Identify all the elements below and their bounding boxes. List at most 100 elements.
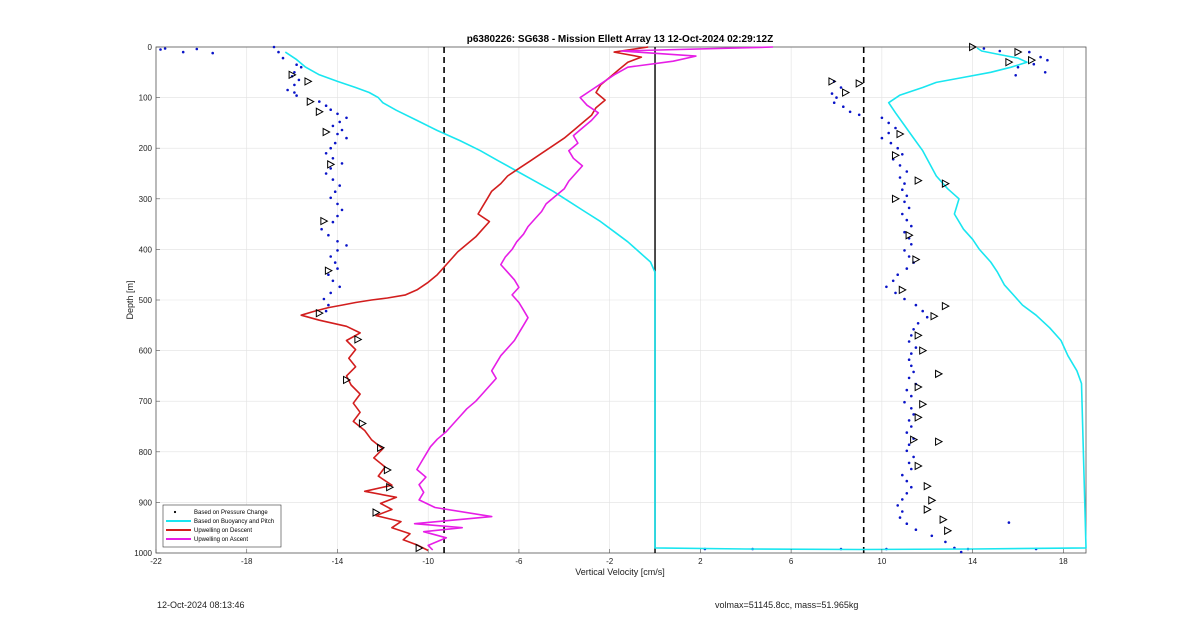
- data-point: [1028, 50, 1031, 54]
- data-point: [925, 315, 929, 319]
- data-point: [905, 492, 909, 495]
- data-point: [905, 479, 909, 483]
- flagged-marker: [383, 465, 392, 475]
- legend-item-ascent: Upwelling on Ascent: [166, 537, 248, 543]
- y-tick-label: 200: [139, 144, 153, 153]
- data-point: [281, 56, 285, 60]
- flagged-marker: [1028, 55, 1037, 65]
- data-point: [272, 45, 276, 49]
- data-point: [338, 120, 342, 124]
- data-point: [912, 328, 915, 331]
- data-point: [329, 196, 333, 200]
- data-point: [910, 425, 913, 428]
- data-point: [898, 176, 902, 179]
- data-point: [910, 485, 913, 489]
- footer-timestamp: 12-Oct-2024 08:13:46: [157, 600, 245, 610]
- flagged-marker: [842, 88, 851, 97]
- data-point: [910, 243, 913, 246]
- data-point: [327, 303, 330, 307]
- y-tick-label: 100: [139, 94, 153, 103]
- data-point: [910, 224, 913, 228]
- flagged-marker: [919, 399, 928, 409]
- data-point: [880, 136, 884, 140]
- data-point: [181, 50, 185, 54]
- data-point: [905, 218, 909, 222]
- data-point: [901, 188, 904, 191]
- x-tick-label: -18: [241, 557, 253, 566]
- flagged-marker: [855, 79, 864, 88]
- y-tick-label: 500: [139, 296, 153, 305]
- data-point: [1016, 65, 1020, 69]
- flagged-marker: [288, 70, 297, 80]
- legend-label-ascent: Upwelling on Ascent: [194, 537, 248, 543]
- data-point: [293, 91, 296, 94]
- flagged-marker: [930, 311, 939, 321]
- data-point: [1032, 62, 1036, 66]
- data-point: [916, 322, 920, 325]
- flagged-marker: [324, 266, 333, 275]
- legend: Based on Pressure Change Based on Buoyan…: [162, 504, 282, 548]
- data-point: [329, 255, 333, 258]
- data-point: [903, 297, 906, 301]
- data-point: [944, 540, 947, 544]
- flagged-marker: [919, 346, 928, 355]
- data-point: [329, 108, 333, 111]
- flagged-marker: [941, 179, 950, 188]
- data-point: [848, 110, 852, 114]
- flagged-marker: [944, 526, 953, 536]
- data-point: [907, 443, 911, 447]
- data-point: [903, 182, 906, 185]
- data-point: [910, 467, 913, 471]
- data-point: [340, 208, 344, 212]
- data-point: [896, 504, 899, 507]
- data-point: [982, 47, 986, 50]
- data-point: [889, 141, 893, 145]
- y-tick-label: 400: [139, 245, 153, 254]
- x-tick-label: 6: [789, 557, 794, 566]
- flagged-markers: [288, 42, 1037, 553]
- flagged-marker: [910, 435, 919, 444]
- data-point: [331, 178, 335, 181]
- flagged-marker: [343, 375, 352, 385]
- flagged-marker: [327, 160, 336, 169]
- flagged-marker: [969, 42, 978, 52]
- series-layer: [159, 45, 1087, 554]
- flagged-marker: [306, 97, 315, 106]
- legend-label-descent: Upwelling on Descent: [194, 528, 252, 534]
- data-point: [910, 407, 913, 410]
- data-point: [331, 220, 335, 224]
- data-point: [907, 206, 911, 210]
- data-point: [835, 96, 838, 99]
- flagged-marker: [386, 482, 395, 492]
- flagged-marker: [315, 308, 324, 318]
- data-point: [336, 214, 339, 218]
- data-point: [195, 47, 199, 51]
- legend-label-buoyancy: Based on Buoyancy and Pitch: [194, 519, 274, 525]
- flagged-marker: [322, 127, 331, 137]
- data-point: [896, 146, 899, 150]
- data-point: [297, 78, 301, 82]
- data-point: [885, 285, 888, 289]
- data-point: [905, 431, 909, 434]
- y-axis-title: Depth [m]: [125, 280, 135, 319]
- flagged-marker: [914, 331, 923, 340]
- flagged-marker: [377, 443, 386, 453]
- data-point: [299, 65, 303, 69]
- data-point: [912, 413, 915, 416]
- data-point: [322, 297, 326, 301]
- data-point: [293, 71, 296, 74]
- data-point: [907, 340, 911, 343]
- data-point: [914, 303, 918, 307]
- flagged-marker: [935, 437, 944, 447]
- data-point: [903, 200, 906, 204]
- data-point: [318, 100, 321, 103]
- flagged-marker: [320, 216, 329, 226]
- data-point: [295, 94, 298, 97]
- flagged-marker: [891, 194, 901, 204]
- data-point: [907, 461, 911, 465]
- data-point: [901, 498, 904, 501]
- data-point: [320, 227, 323, 231]
- x-tick-label: 2: [698, 557, 703, 566]
- data-point: [345, 244, 348, 247]
- flagged-marker: [1014, 47, 1023, 57]
